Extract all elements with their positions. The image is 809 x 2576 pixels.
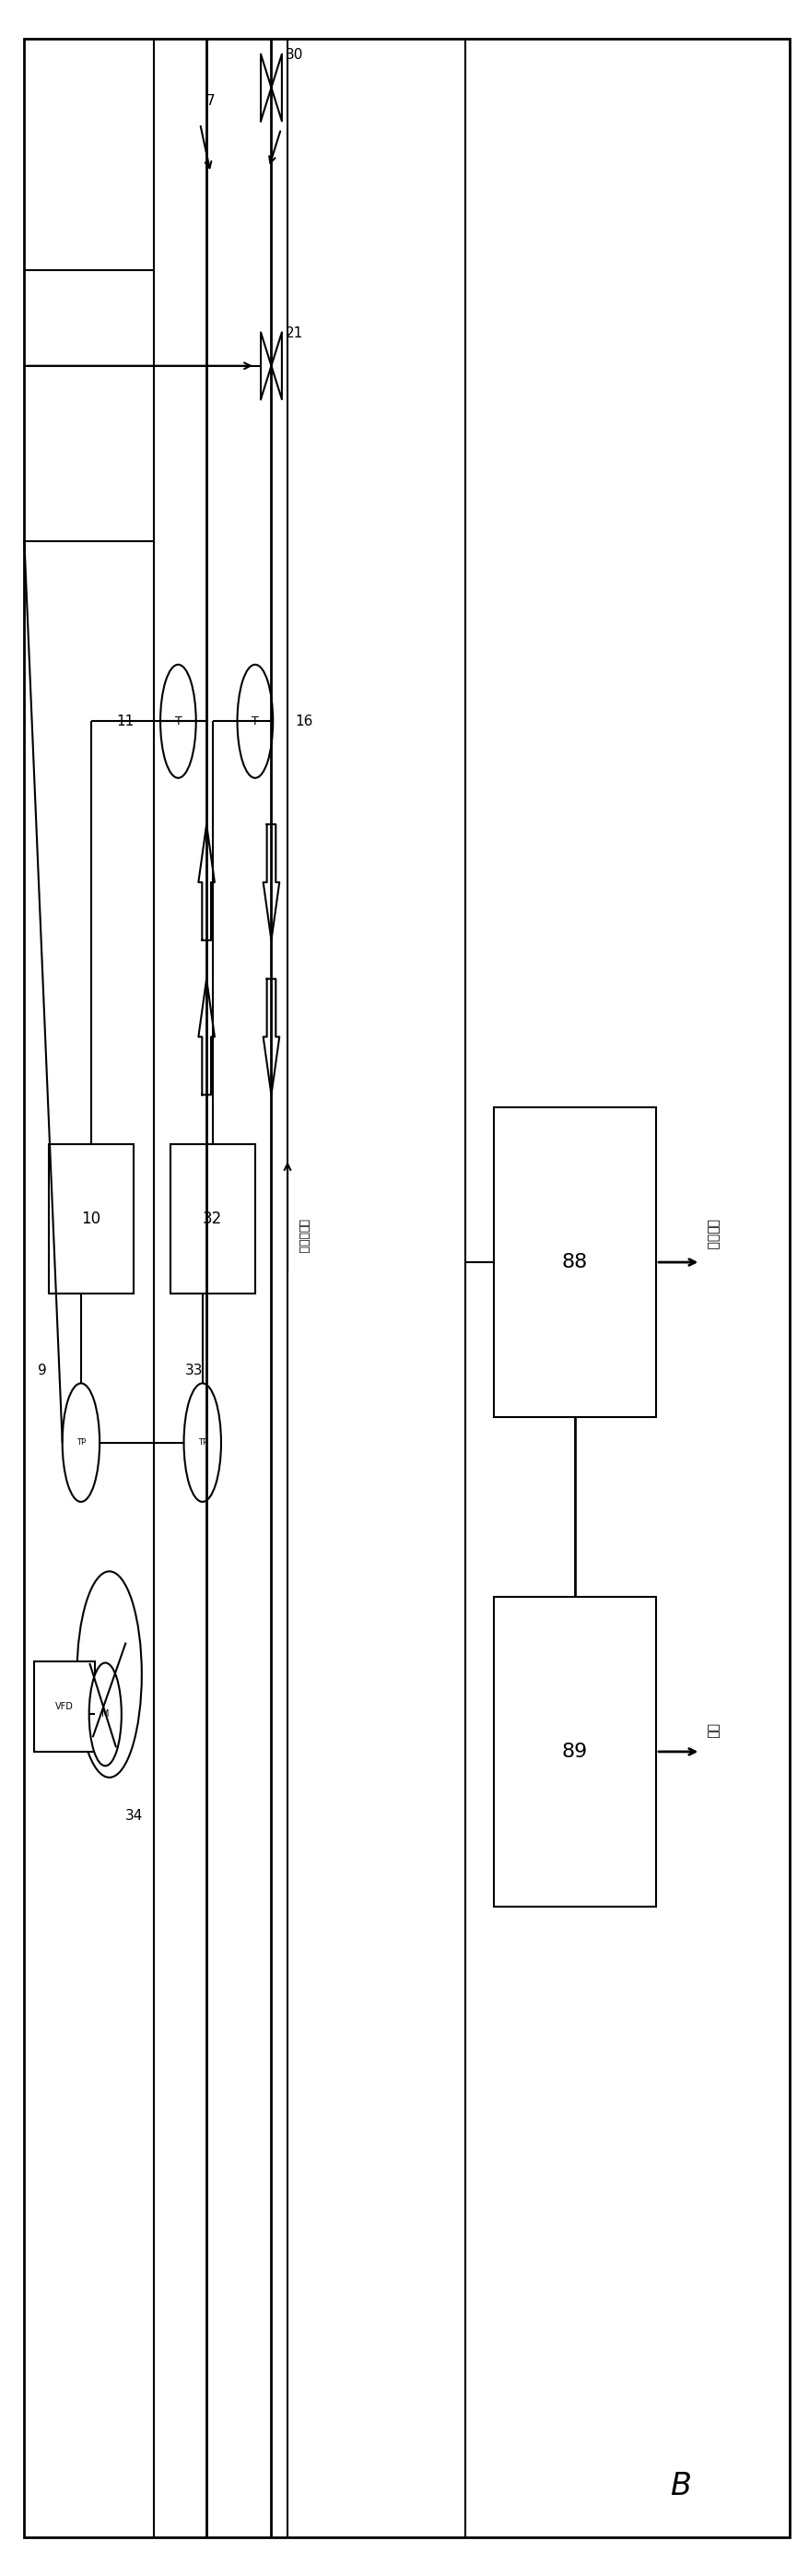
Text: 34: 34 xyxy=(125,1808,142,1824)
Text: VFD: VFD xyxy=(55,1703,74,1710)
Text: 11: 11 xyxy=(116,714,134,729)
Text: TP: TP xyxy=(76,1437,86,1448)
Circle shape xyxy=(62,1383,100,1502)
Circle shape xyxy=(89,1664,121,1767)
Text: B: B xyxy=(669,2470,690,2501)
Text: 7: 7 xyxy=(206,95,214,108)
Circle shape xyxy=(77,1571,142,1777)
FancyBboxPatch shape xyxy=(493,1597,655,1906)
FancyBboxPatch shape xyxy=(24,39,789,2537)
Text: 16: 16 xyxy=(294,714,312,729)
Text: 89: 89 xyxy=(561,1741,587,1762)
Circle shape xyxy=(160,665,196,778)
FancyBboxPatch shape xyxy=(493,1108,655,1417)
FancyBboxPatch shape xyxy=(34,1662,95,1752)
Text: T: T xyxy=(175,716,181,726)
Text: TP: TP xyxy=(197,1437,207,1448)
Text: 10: 10 xyxy=(81,1211,101,1226)
Text: 不可燃物: 不可燃物 xyxy=(705,1218,718,1249)
Text: 32: 32 xyxy=(202,1211,222,1226)
Circle shape xyxy=(237,665,273,778)
Text: 88: 88 xyxy=(561,1252,587,1273)
Text: 9: 9 xyxy=(37,1363,47,1378)
Text: 软化水补水: 软化水补水 xyxy=(297,1218,309,1255)
Text: 30: 30 xyxy=(285,49,303,62)
Text: M: M xyxy=(101,1710,109,1718)
FancyBboxPatch shape xyxy=(170,1144,255,1293)
Text: T: T xyxy=(252,716,258,726)
Text: 21: 21 xyxy=(285,327,303,340)
Circle shape xyxy=(184,1383,221,1502)
Text: 炉渣: 炉渣 xyxy=(705,1723,718,1739)
Text: 33: 33 xyxy=(185,1363,203,1378)
FancyBboxPatch shape xyxy=(49,1144,133,1293)
